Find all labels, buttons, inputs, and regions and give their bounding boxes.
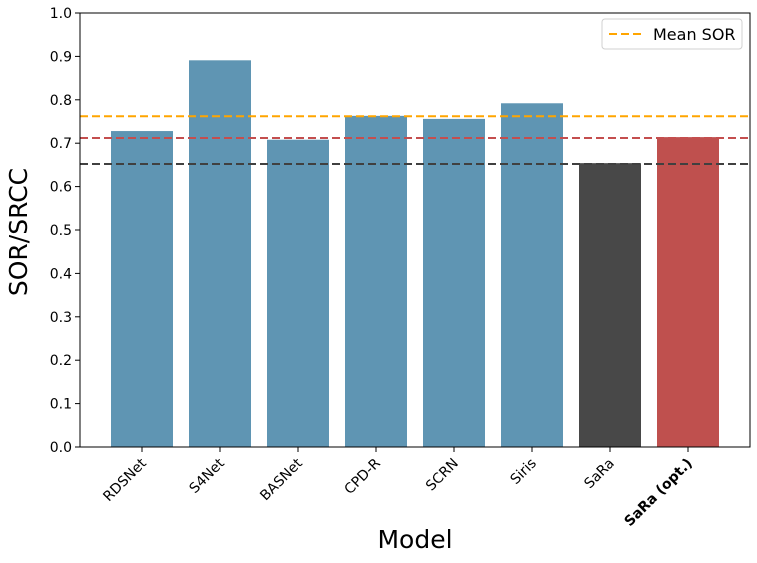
x-tick-label: Siris [508,456,540,488]
x-axis-label: Model [377,525,452,554]
x-tick-label: SCRN [423,456,462,495]
x-tick-label: BASNet [257,455,306,504]
x-tick-label: SaRa (opt.) [622,456,696,530]
y-tick-label: 0.5 [50,223,72,239]
x-tick-label: RDSNet [100,455,150,505]
bar-rdsnet [111,131,173,447]
y-tick-label: 0.6 [50,180,72,196]
reference-lines-group [80,115,750,166]
plot-frame [79,12,751,448]
y-tick-label: 0.4 [50,266,72,282]
y-tick-label: 1.0 [50,6,72,22]
y-tick-label: 0.2 [50,353,72,369]
bar-scrn [423,118,485,448]
legend: Mean SOR [601,18,743,50]
x-axis: RDSNet S4Net BASNet CPD-R SCRN Siris SaRa SaRa … [100,447,696,530]
bar-s4net [189,60,251,447]
x-tick-label: CPD-R [342,455,384,497]
y-axis-label: SOR/SRCC [4,168,33,296]
y-tick-label: 0.7 [50,136,72,152]
y-tick-label: 0.3 [50,310,72,326]
y-tick-label: 0.8 [50,93,72,109]
x-tick-label: S4Net [187,455,229,497]
bar-cpd-r [345,115,407,447]
y-tick-label: 0.9 [50,49,72,65]
y-tick-label: 0.0 [50,440,72,456]
bar-basnet [267,139,329,447]
bar-sara [579,163,641,447]
y-tick-label: 0.1 [50,397,72,413]
legend-box [601,18,743,50]
x-tick-label: SaRa [581,456,617,492]
bars-group [111,60,719,448]
bar-siris [501,103,563,447]
legend-mean-sor-label: Mean SOR [653,25,736,44]
y-axis: 0.0 0.1 0.2 0.3 0.4 0.5 0.6 0.7 0.8 0.9 1.0 [50,6,80,456]
bar-sara-opt [657,137,719,447]
